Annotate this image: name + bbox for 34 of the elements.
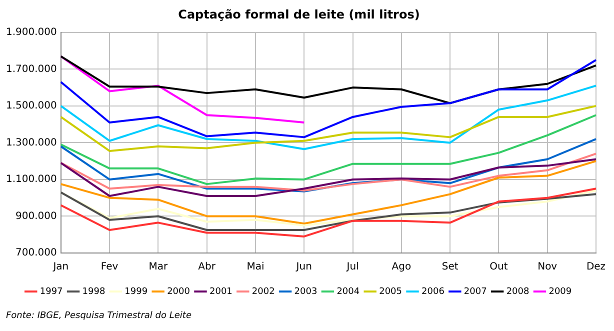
x-tick-label: Mai	[246, 262, 264, 273]
y-tick-label: 700.000	[16, 248, 57, 259]
legend-label: 2001	[209, 286, 232, 297]
y-tick-label: 1.100.000	[6, 174, 57, 186]
x-tick-label: Jun	[295, 262, 312, 273]
x-tick-label: Dez	[586, 262, 606, 273]
x-tick-label: Out	[490, 262, 508, 273]
chart-title: Captação formal de leite (mil litros)	[178, 7, 420, 22]
y-tick-label: 1.900.000	[6, 26, 57, 38]
x-tick-label: Set	[442, 262, 458, 273]
x-tick-label: Nov	[538, 262, 558, 273]
legend-label: 2004	[336, 286, 360, 297]
legend-label: 2002	[252, 286, 275, 297]
y-tick-label: 1.700.000	[6, 64, 57, 75]
legend-label: 2000	[167, 286, 190, 297]
y-tick-label: 900.000	[16, 210, 57, 222]
y-tick-label: 1.300.000	[6, 137, 57, 148]
x-tick-label: Jan	[52, 262, 69, 273]
legend-label: 2007	[464, 286, 487, 297]
legend-label: 2006	[422, 286, 445, 297]
x-tick-label: Abr	[198, 262, 216, 273]
legend-label: 2008	[506, 286, 530, 297]
x-tick-label: Jul	[346, 262, 359, 273]
legend-label: 2005	[379, 286, 402, 297]
legend-label: 1997	[40, 286, 63, 297]
x-tick-label: Mar	[148, 262, 169, 273]
x-tick-label: Ago	[392, 262, 412, 273]
legend-label: 2003	[294, 286, 318, 297]
source-note: Fonte: IBGE, Pesquisa Trimestral do Leite	[6, 311, 192, 321]
legend-label: 2009	[548, 286, 572, 297]
y-tick-label: 1.500.000	[6, 100, 57, 112]
legend-label: 1998	[82, 286, 106, 297]
legend-label: 1999	[124, 286, 148, 297]
x-tick-label: Fev	[100, 262, 118, 273]
